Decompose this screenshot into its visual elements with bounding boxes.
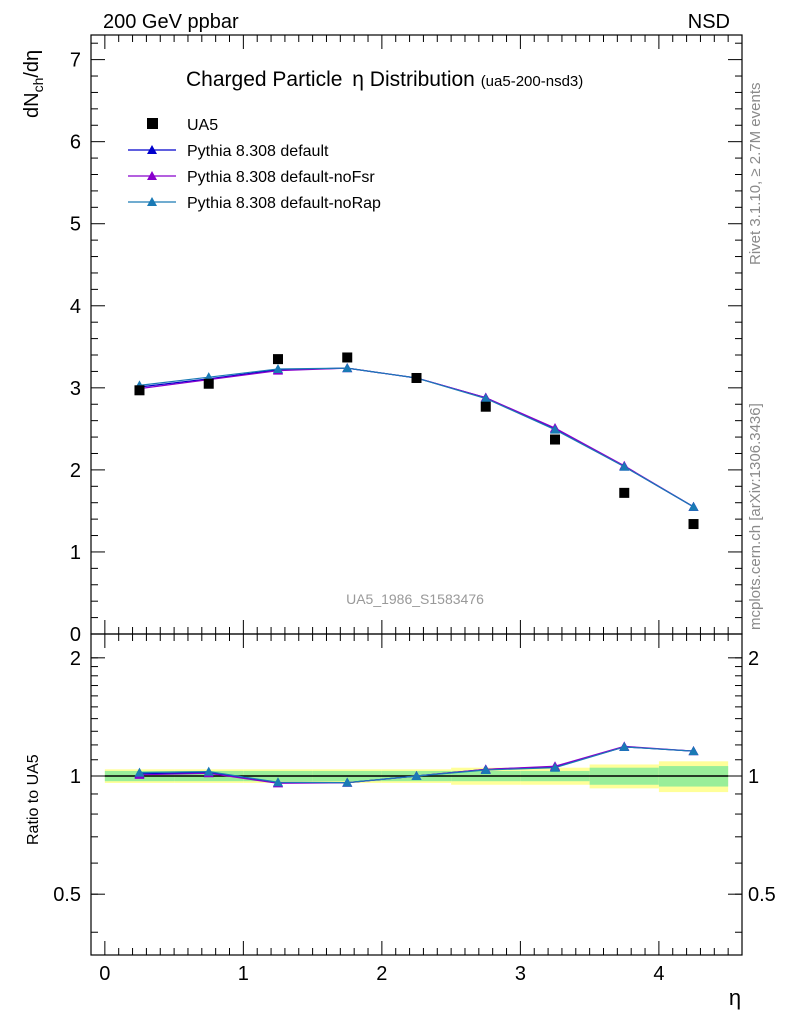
- ratio-y-ticks: 0.5 0.5 1 1 2 2: [53, 648, 776, 933]
- data-point: [688, 519, 699, 530]
- legend-label: Pythia 8.308 default-noRap: [187, 195, 381, 212]
- legend-label: Pythia 8.308 default-noFsr: [187, 169, 375, 186]
- x-tick-labels: 0 1 2 3 4: [99, 963, 664, 985]
- ratio-series-point: [342, 777, 353, 787]
- header-right-label: NSD: [688, 11, 730, 33]
- header-left-label: 200 GeV ppbar: [103, 11, 239, 33]
- ratio-series-point: [272, 777, 283, 787]
- data-point: [411, 372, 422, 383]
- y-tick-label-main: 5: [70, 214, 81, 236]
- ratio-series-point: [411, 771, 422, 781]
- legend-label: Pythia 8.308 default: [187, 143, 329, 160]
- legend-marker-triangle: [147, 171, 157, 180]
- y-label-subscript: ch: [30, 78, 46, 93]
- ratio-panel-frame: [90, 633, 743, 956]
- main-x-ticks: [104, 35, 729, 634]
- data-point: [203, 378, 214, 389]
- legend-marker-square: [147, 118, 158, 129]
- series-line: [139, 367, 694, 508]
- data-point: [619, 487, 630, 498]
- x-axis-label: η: [729, 985, 741, 1010]
- y-tick-label-main: 1: [70, 542, 81, 564]
- analysis-label: UA5_1986_S1583476: [346, 591, 484, 607]
- ratio-tick-label-left: 1: [70, 766, 81, 788]
- y-tick-label-main: 0: [70, 624, 81, 646]
- chart-title-eta: η: [352, 68, 364, 91]
- ratio-tick-label-right: 0.5: [748, 884, 776, 906]
- chart-title-sub: (ua5-200-nsd3): [481, 73, 584, 90]
- ratio-series-point: [688, 746, 699, 756]
- rivet-version-label: Rivet 3.1.10, ≥ 2.7M events: [747, 83, 764, 266]
- data-point: [480, 401, 491, 412]
- chart-title-dist: Distribution: [370, 68, 475, 91]
- data-point: [272, 354, 283, 365]
- ratio-x-ticks: [104, 634, 729, 955]
- y-label-tail: /dη: [21, 50, 43, 78]
- x-tick-label: 3: [515, 963, 526, 985]
- x-tick-label: 4: [653, 963, 664, 985]
- ratio-series-point: [619, 741, 630, 751]
- chart-title: Charged Particle η Distribution (ua5-200…: [186, 68, 583, 91]
- y-axis-label-main: dNch/dη: [21, 50, 46, 118]
- data-point: [342, 352, 353, 363]
- ratio-series-point: [480, 764, 491, 774]
- series-point: [480, 393, 491, 403]
- main-panel: 0 1 2 3 4 5 6 7 Charged Particle η Distribution…: [21, 34, 743, 646]
- data-point: [134, 385, 145, 396]
- x-tick-label: 2: [376, 963, 387, 985]
- ratio-series-point: [203, 766, 214, 776]
- series-point: [688, 501, 699, 511]
- ratio-panel: 0.5 0.5 1 1 2 2 Ratio to UA5: [25, 633, 776, 956]
- series-point: [619, 461, 630, 471]
- series-line: [139, 367, 694, 508]
- series-point: [272, 363, 283, 373]
- legend-label-data: UA5: [187, 117, 218, 134]
- x-tick-label: 1: [238, 963, 249, 985]
- mcplots-label: mcplots.cern.ch [arXiv:1306.3436]: [747, 403, 764, 630]
- ratio-tick-label-right: 1: [748, 766, 759, 788]
- ratio-tick-label-left: 0.5: [53, 884, 81, 906]
- y-tick-label-main: 2: [70, 460, 81, 482]
- series-point: [550, 424, 561, 434]
- legend-marker-triangle: [147, 197, 157, 206]
- main-y-ticks: 0 1 2 3 4 5 6 7: [70, 42, 742, 646]
- y-tick-label-main: 6: [70, 132, 81, 154]
- ratio-tick-label-left: 2: [70, 648, 81, 670]
- chart-title-main: Charged Particle: [186, 68, 342, 91]
- y-tick-label-main: 3: [70, 378, 81, 400]
- ratio-series-point: [550, 762, 561, 772]
- ratio-series-marks: [134, 741, 699, 788]
- series-point: [342, 363, 353, 373]
- y-tick-label-main: 4: [70, 296, 81, 318]
- series-line: [139, 367, 694, 508]
- main-data-marks: [134, 352, 699, 530]
- ratio-tick-label-right: 2: [748, 648, 759, 670]
- y-axis-label-ratio: Ratio to UA5: [25, 754, 42, 845]
- ratio-series-point: [134, 767, 145, 777]
- legend-marker-triangle: [147, 145, 157, 154]
- data-point: [550, 434, 561, 445]
- y-tick-label-main: 7: [70, 50, 81, 72]
- y-label-d: dN: [21, 92, 43, 118]
- legend-entry-data: UA5: [147, 117, 218, 134]
- legend-series-entries: Pythia 8.308 default Pythia 8.308 default…: [128, 143, 381, 212]
- x-tick-label: 0: [99, 963, 110, 985]
